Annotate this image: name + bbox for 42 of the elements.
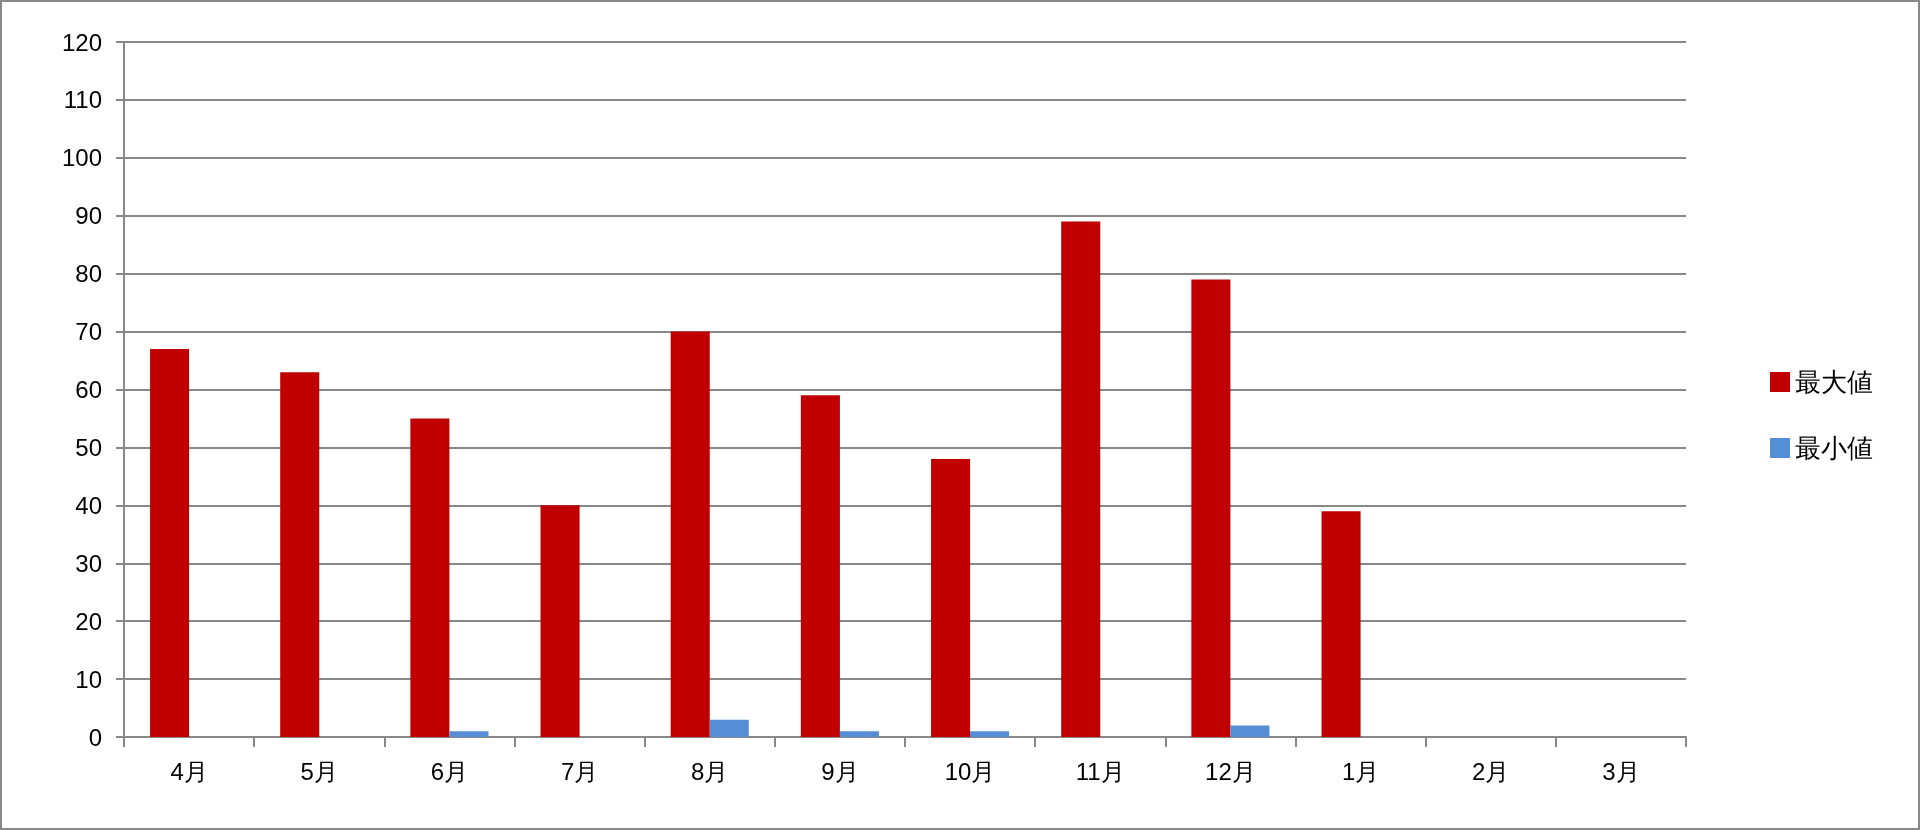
- bar: [709, 719, 749, 737]
- x-tick-label: 4月: [170, 757, 208, 785]
- bar: [1321, 511, 1361, 737]
- bar: [670, 331, 710, 737]
- y-tick-label: 90: [75, 202, 102, 230]
- x-tick-label: 6月: [430, 757, 469, 785]
- bar: [449, 731, 489, 737]
- bar: [540, 505, 580, 737]
- bar: [150, 348, 190, 737]
- bar: [280, 372, 320, 737]
- y-tick-label: 0: [88, 723, 102, 751]
- y-tick-label: 70: [75, 318, 102, 346]
- legend-label: 最大値: [1795, 367, 1873, 397]
- bar: [1061, 221, 1101, 737]
- x-tick-label: 1月: [1341, 757, 1380, 785]
- y-tick-label: 110: [63, 86, 102, 114]
- bar: [1230, 725, 1270, 737]
- bar: [970, 731, 1010, 737]
- y-tick-label: 20: [75, 607, 102, 635]
- bar: [800, 395, 840, 737]
- x-tick-label: 3月: [1602, 757, 1640, 785]
- x-tick-label: 2月: [1472, 757, 1510, 785]
- x-tick-label: 8月: [691, 757, 729, 785]
- y-tick-label: 50: [75, 433, 102, 461]
- bar: [839, 731, 879, 737]
- y-tick-label: 100: [61, 144, 102, 172]
- legend-label: 最小値: [1795, 433, 1873, 463]
- x-tick-label: 9月: [821, 757, 859, 785]
- y-tick-label: 10: [75, 665, 102, 693]
- bar: [931, 459, 971, 737]
- x-tick-label: 11月: [1075, 757, 1125, 785]
- y-tick-label: 80: [75, 260, 102, 288]
- y-tick-label: 30: [75, 549, 102, 577]
- bar: [1191, 279, 1231, 737]
- x-tick-label: 12月: [1205, 757, 1256, 785]
- x-tick-label: 7月: [560, 757, 599, 785]
- bar: [410, 418, 450, 737]
- x-tick-label: 10月: [944, 757, 996, 785]
- y-tick-label: 120: [61, 28, 102, 56]
- y-tick-label: 60: [75, 376, 102, 403]
- x-tick-label: 5月: [300, 757, 338, 785]
- y-tick-label: 40: [75, 491, 102, 519]
